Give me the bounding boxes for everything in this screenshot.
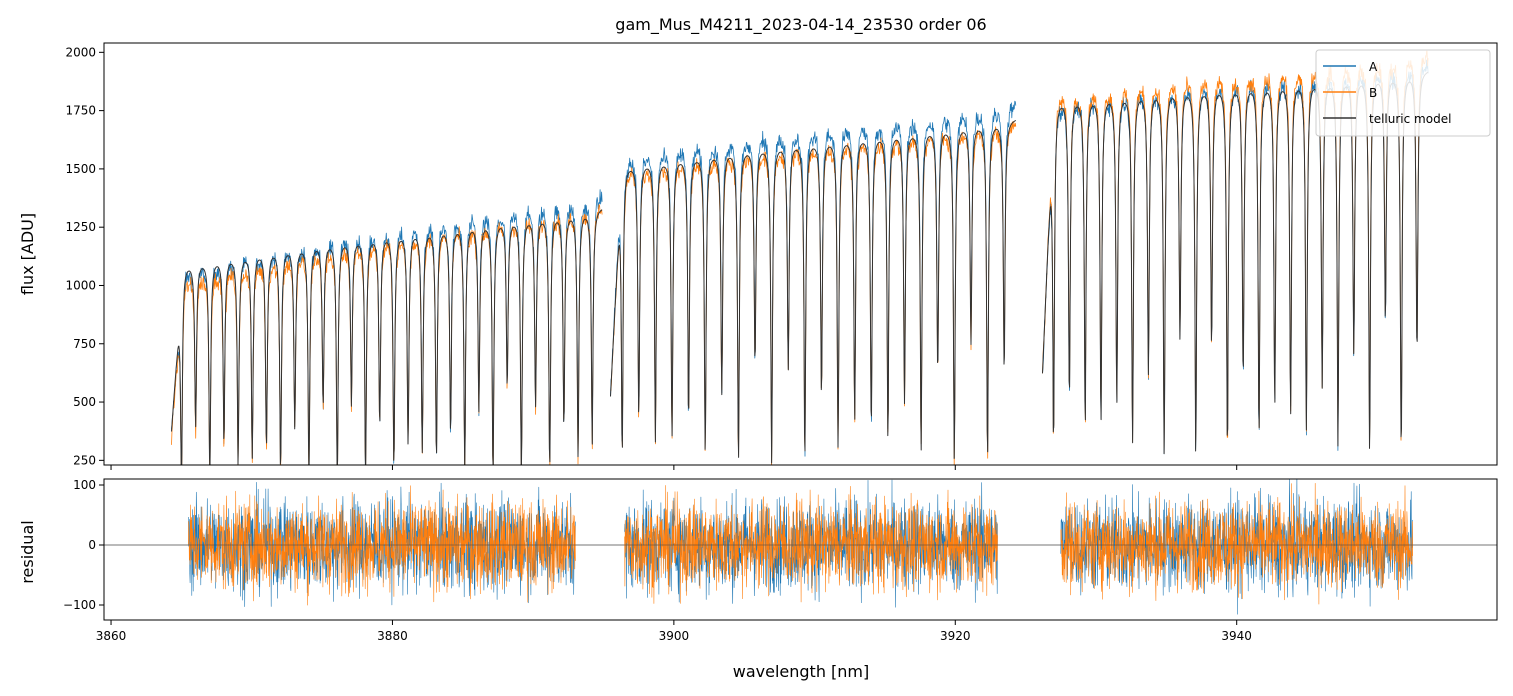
legend-label-model: telluric model bbox=[1369, 112, 1451, 126]
residual-x-ticks: 3860 3880 3900 3920 3940 bbox=[96, 620, 1252, 643]
residual-a-line bbox=[624, 479, 998, 608]
legend-box bbox=[1315, 49, 1491, 137]
residual-b-line bbox=[188, 485, 576, 606]
flux-y-tick-label: 750 bbox=[73, 337, 96, 351]
series-a-line bbox=[610, 100, 1017, 465]
legend: A B telluric model bbox=[1315, 49, 1491, 137]
x-tick-label: 3880 bbox=[377, 629, 408, 643]
flux-x-ticks bbox=[110, 465, 1238, 470]
x-tick-label: 3920 bbox=[940, 629, 971, 643]
flux-panel: 250 500 750 1000 1250 1500 1750 2000 flux [ADU]… bbox=[18, 42, 1498, 470]
flux-y-tick-label: 1750 bbox=[65, 104, 96, 118]
flux-y-tick-label: 1500 bbox=[65, 162, 96, 176]
flux-y-tick-label: 1250 bbox=[65, 220, 96, 234]
chart-title: gam_Mus_M4211_2023-04-14_23530 order 06 bbox=[615, 15, 986, 35]
x-tick-label: 3940 bbox=[1221, 629, 1252, 643]
flux-y-ticks: 250 500 750 1000 1250 1500 1750 2000 bbox=[65, 45, 104, 467]
x-axis-label: wavelength [nm] bbox=[733, 662, 870, 681]
x-tick-label: 3860 bbox=[96, 629, 127, 643]
legend-label-a: A bbox=[1369, 60, 1378, 74]
flux-y-tick-label: 500 bbox=[73, 395, 96, 409]
residual-b-line bbox=[1060, 483, 1413, 605]
residual-plot-area bbox=[104, 479, 1497, 615]
telluric-model-line bbox=[171, 209, 603, 465]
residual-axes-frame bbox=[103, 478, 1498, 621]
flux-y-tick-label: 1000 bbox=[65, 278, 96, 292]
residual-panel: −100 0 100 3860 3880 3900 3920 3940 residual w… bbox=[18, 478, 1498, 681]
residual-y-tick-label: 100 bbox=[73, 478, 96, 492]
telluric-model-line bbox=[610, 120, 1016, 464]
legend-label-b: B bbox=[1369, 86, 1377, 100]
flux-axes-frame bbox=[103, 42, 1498, 466]
residual-y-tick-label: 0 bbox=[88, 538, 96, 552]
flux-y-tick-label: 250 bbox=[73, 453, 96, 467]
residual-b-line bbox=[624, 485, 998, 604]
residual-y-tick-label: −100 bbox=[63, 598, 96, 612]
residual-y-ticks: −100 0 100 bbox=[63, 478, 104, 612]
flux-y-tick-label: 2000 bbox=[65, 45, 96, 59]
residual-y-axis-label: residual bbox=[18, 520, 37, 583]
series-b-line bbox=[610, 121, 1017, 465]
flux-y-axis-label: flux [ADU] bbox=[18, 213, 37, 295]
x-tick-label: 3900 bbox=[659, 629, 690, 643]
